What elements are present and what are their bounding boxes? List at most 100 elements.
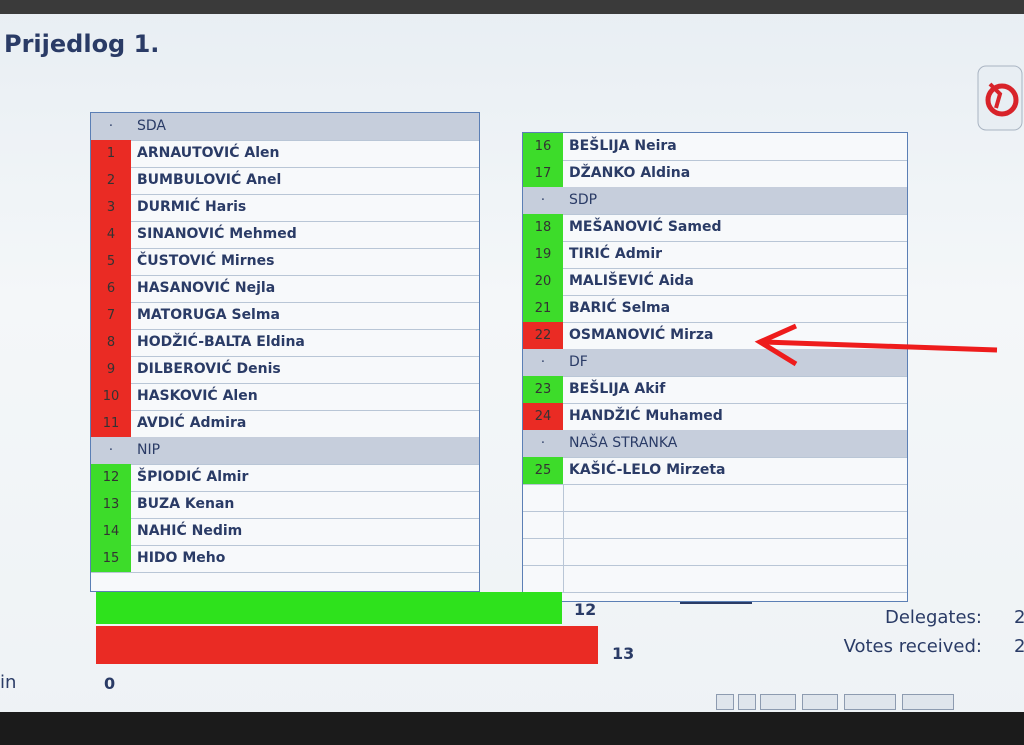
member-name: OSMANOVIĆ Mirza: [569, 327, 714, 343]
member-name: BARIĆ Selma: [569, 300, 671, 316]
member-number: 23: [523, 376, 563, 403]
member-number: 16: [523, 133, 563, 160]
member-name: NAHIĆ Nedim: [137, 523, 243, 539]
button[interactable]: [902, 694, 954, 710]
button[interactable]: [738, 694, 756, 710]
member-row: 5 ČUSTOVIĆ Mirnes: [91, 248, 479, 276]
yes-count: 12: [574, 600, 597, 619]
member-name: BUMBULOVIĆ Anel: [137, 172, 282, 188]
member-row: 25 KAŠIĆ-LELO Mirzeta: [523, 457, 907, 485]
group-header: · NIP: [91, 437, 479, 465]
button[interactable]: [802, 694, 838, 710]
group-header: · SDA: [91, 113, 479, 141]
member-row: 8 HODŽIĆ-BALTA Eldina: [91, 329, 479, 357]
member-row: 13 BUZA Kenan: [91, 491, 479, 519]
member-name: TIRIĆ Admir: [569, 246, 663, 262]
empty-row: [523, 565, 907, 593]
member-name: DILBEROVIĆ Denis: [137, 361, 281, 377]
member-row: 14 NAHIĆ Nedim: [91, 518, 479, 546]
member-number: 14: [91, 518, 131, 545]
member-row: 1 ARNAUTOVIĆ Alen: [91, 140, 479, 168]
button[interactable]: [844, 694, 896, 710]
group-header: · DF: [523, 349, 907, 377]
no-bar: [96, 626, 598, 664]
member-number: 20: [523, 268, 563, 295]
member-number: 19: [523, 241, 563, 268]
member-row: 24 HANDŽIĆ Muhamed: [523, 403, 907, 431]
group-header: · SDP: [523, 187, 907, 215]
member-name: BEŠLIJA Akif: [569, 381, 666, 397]
delegates-label: Delegates:: [884, 607, 982, 628]
button[interactable]: [760, 694, 796, 710]
member-number: 9: [91, 356, 131, 383]
member-number: 8: [91, 329, 131, 356]
left-list: · SDA 1 ARNAUTOVIĆ Alen 2 BUMBULOVIĆ Anel 3 DUR…: [90, 112, 480, 592]
arrow: [754, 323, 998, 367]
member-row: 19 TIRIĆ Admir: [523, 241, 907, 269]
member-name: DŽANKO Aldina: [569, 165, 691, 181]
member-row: 20 MALIŠEVIĆ Aida: [523, 268, 907, 296]
logo: [977, 65, 1023, 131]
member-number: 25: [523, 457, 563, 484]
member-row: 9 DILBEROVIĆ Denis: [91, 356, 479, 384]
delegates-value: 2: [1014, 607, 1024, 628]
member-number: 15: [91, 545, 131, 572]
votes-received-value: 2: [1014, 636, 1024, 657]
member-name: HODŽIĆ-BALTA Eldina: [137, 334, 305, 350]
empty-row: [523, 511, 907, 539]
group-name: NIP: [137, 442, 161, 458]
group-marker: ·: [108, 119, 114, 134]
member-row: 16 BEŠLIJA Neira: [523, 133, 907, 161]
member-name: DURMIĆ Haris: [137, 199, 247, 215]
member-name: MATORUGA Selma: [137, 307, 280, 323]
member-row: 4 SINANOVIĆ Mehmed: [91, 221, 479, 249]
abstain-label: in: [0, 672, 17, 693]
member-number: 12: [91, 464, 131, 491]
member-number: 1: [91, 140, 131, 167]
member-number: 21: [523, 295, 563, 322]
member-number: 17: [523, 160, 563, 187]
member-row: 23 BEŠLIJA Akif: [523, 376, 907, 404]
votes-received-label: Votes received:: [843, 636, 982, 657]
member-number: 5: [91, 248, 131, 275]
member-name: HIDO Meho: [137, 550, 226, 566]
no-count: 13: [612, 644, 635, 663]
member-row: 11 AVDIĆ Admira: [91, 410, 479, 438]
group-name: SDA: [137, 118, 166, 134]
member-number: 3: [91, 194, 131, 221]
empty-row: [523, 538, 907, 566]
member-row: 6 HASANOVIĆ Nejla: [91, 275, 479, 303]
member-number: 10: [91, 383, 131, 410]
member-row: 21 BARIĆ Selma: [523, 295, 907, 323]
group-marker: ·: [540, 355, 546, 370]
member-number: 11: [91, 410, 131, 437]
abstain-count: 0: [104, 674, 116, 693]
button-bar: [716, 694, 1016, 712]
member-row: 18 MEŠANOVIĆ Samed: [523, 214, 907, 242]
member-name: MALIŠEVIĆ Aida: [569, 273, 694, 289]
empty-cell: [523, 565, 564, 592]
empty-row: [523, 484, 907, 512]
member-number: 7: [91, 302, 131, 329]
empty-cell: [523, 484, 564, 511]
member-row: 17 DŽANKO Aldina: [523, 160, 907, 188]
group-name: SDP: [569, 192, 598, 208]
group-marker: ·: [540, 436, 546, 451]
member-row: 2 BUMBULOVIĆ Anel: [91, 167, 479, 195]
member-number: 2: [91, 167, 131, 194]
member-name: BEŠLIJA Neira: [569, 138, 677, 154]
member-name: HASANOVIĆ Nejla: [137, 280, 276, 296]
member-name: AVDIĆ Admira: [137, 415, 247, 431]
bezel-bottom: [0, 712, 1024, 745]
button[interactable]: [716, 694, 734, 710]
divider: [680, 602, 752, 604]
group-marker: ·: [108, 443, 114, 458]
member-name: MEŠANOVIĆ Samed: [569, 219, 722, 235]
member-row: 7 MATORUGA Selma: [91, 302, 479, 330]
group-header: · NAŠA STRANKA: [523, 430, 907, 458]
member-name: ARNAUTOVIĆ Alen: [137, 145, 280, 161]
member-number: 24: [523, 403, 563, 430]
member-name: ČUSTOVIĆ Mirnes: [137, 253, 275, 269]
member-name: HASKOVIĆ Alen: [137, 388, 258, 404]
